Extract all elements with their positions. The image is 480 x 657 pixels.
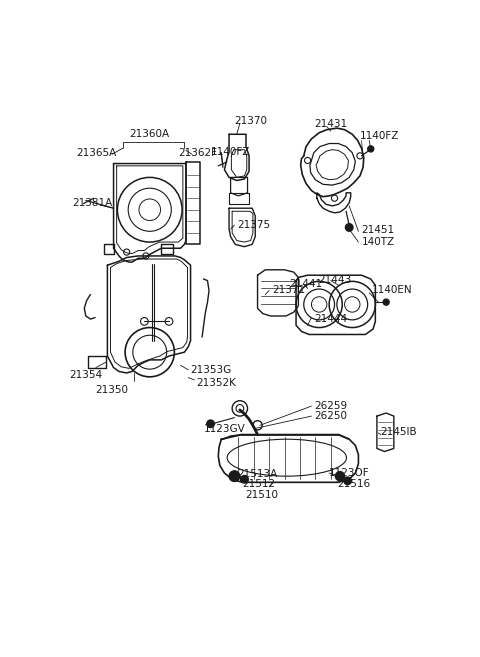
- Text: 21360A: 21360A: [130, 129, 170, 139]
- Text: 21512: 21512: [242, 479, 275, 489]
- Text: 140TZ: 140TZ: [361, 237, 395, 246]
- Text: 21381A: 21381A: [72, 198, 112, 208]
- Text: 1140FZ: 1140FZ: [360, 131, 399, 141]
- Text: 21513A: 21513A: [237, 469, 277, 479]
- Text: 21354: 21354: [69, 370, 102, 380]
- Text: 1123GV: 1123GV: [204, 424, 245, 434]
- Circle shape: [240, 476, 248, 483]
- Circle shape: [229, 471, 240, 482]
- Text: 21371: 21371: [272, 285, 305, 295]
- Text: 26250: 26250: [314, 411, 347, 422]
- Text: 21510: 21510: [245, 490, 278, 500]
- Text: 21375: 21375: [237, 219, 270, 230]
- Circle shape: [383, 299, 389, 306]
- Text: 21431: 21431: [314, 119, 347, 129]
- Text: 1123OF: 1123OF: [329, 468, 370, 478]
- Text: 21370: 21370: [234, 116, 267, 125]
- Text: 21362F: 21362F: [178, 148, 217, 158]
- Text: 21443: 21443: [318, 275, 351, 285]
- Text: 21353G: 21353G: [191, 365, 232, 375]
- Circle shape: [368, 146, 374, 152]
- Text: 21350: 21350: [95, 385, 128, 396]
- Text: 21516: 21516: [337, 479, 370, 489]
- Circle shape: [344, 477, 351, 485]
- Text: 1140FZ: 1140FZ: [211, 147, 250, 156]
- Text: 26259: 26259: [314, 401, 347, 411]
- Text: 21451: 21451: [361, 225, 395, 235]
- Text: 21444: 21444: [314, 313, 347, 324]
- Text: 21365A: 21365A: [77, 148, 117, 158]
- Text: 2145IB: 2145IB: [381, 427, 418, 437]
- Circle shape: [336, 472, 345, 481]
- Circle shape: [207, 420, 215, 428]
- Text: 1140EN: 1140EN: [372, 285, 413, 295]
- Text: 21441: 21441: [289, 279, 322, 289]
- Circle shape: [345, 223, 353, 231]
- Text: 21352K: 21352K: [197, 378, 237, 388]
